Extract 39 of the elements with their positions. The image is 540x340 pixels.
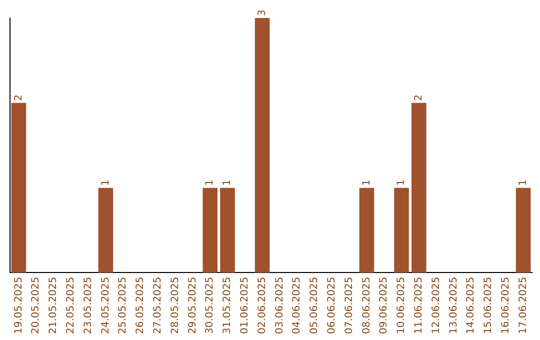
x-tick-label: 14.06.2025 <box>466 276 477 334</box>
x-tick-label: 09.06.2025 <box>378 276 390 334</box>
x-tick-label: 06.06.2025 <box>326 276 338 334</box>
data-label: 1 <box>204 179 216 186</box>
x-tick-label: 10.06.2025 <box>396 276 408 334</box>
x-tick-label: 26.05.2025 <box>135 276 146 334</box>
data-label: 3 <box>256 10 268 16</box>
x-tick-label: 21.05.2025 <box>48 276 60 334</box>
x-tick-label: 24.05.2025 <box>100 276 112 334</box>
x-tick-label: 04.06.2025 <box>292 276 303 334</box>
x-tick-label: 29.05.2025 <box>187 276 198 334</box>
x-tick-label: 22.05.2025 <box>65 276 76 334</box>
data-label: 1 <box>361 179 372 186</box>
data-label: 1 <box>396 179 408 186</box>
x-tick-label: 27.05.2025 <box>152 276 164 334</box>
x-tick-label: 17.06.2025 <box>518 276 529 334</box>
x-tick-label: 31.05.2025 <box>222 276 234 334</box>
x-tick-label: 20.05.2025 <box>30 276 42 334</box>
x-tick-label: 03.06.2025 <box>274 276 286 334</box>
x-tick-label: 30.05.2025 <box>204 276 216 334</box>
data-label: 1 <box>518 179 529 186</box>
x-tick-label: 07.06.2025 <box>344 276 355 334</box>
data-label: 1 <box>100 179 112 186</box>
x-tick-label: 01.06.2025 <box>239 276 250 334</box>
x-tick-label: 15.06.2025 <box>483 276 494 334</box>
x-tick-label: 08.06.2025 <box>361 276 372 334</box>
x-tick-label: 11.06.2025 <box>413 276 424 334</box>
x-tick-label: 12.06.2025 <box>430 276 442 334</box>
x-tick-label: 28.05.2025 <box>170 276 181 334</box>
data-label: 2 <box>13 94 24 101</box>
data-label: 2 <box>413 94 424 101</box>
x-tick-label: 25.05.2025 <box>118 276 129 334</box>
x-tick-label: 13.06.2025 <box>448 276 460 334</box>
x-tick-label: 05.06.2025 <box>309 276 320 334</box>
x-tick-label: 16.06.2025 <box>500 276 512 334</box>
x-tick-label: 19.05.2025 <box>13 276 24 334</box>
x-tick-label: 23.05.2025 <box>82 276 94 334</box>
x-tick-label: 02.06.2025 <box>256 276 268 334</box>
data-label: 1 <box>222 179 234 186</box>
